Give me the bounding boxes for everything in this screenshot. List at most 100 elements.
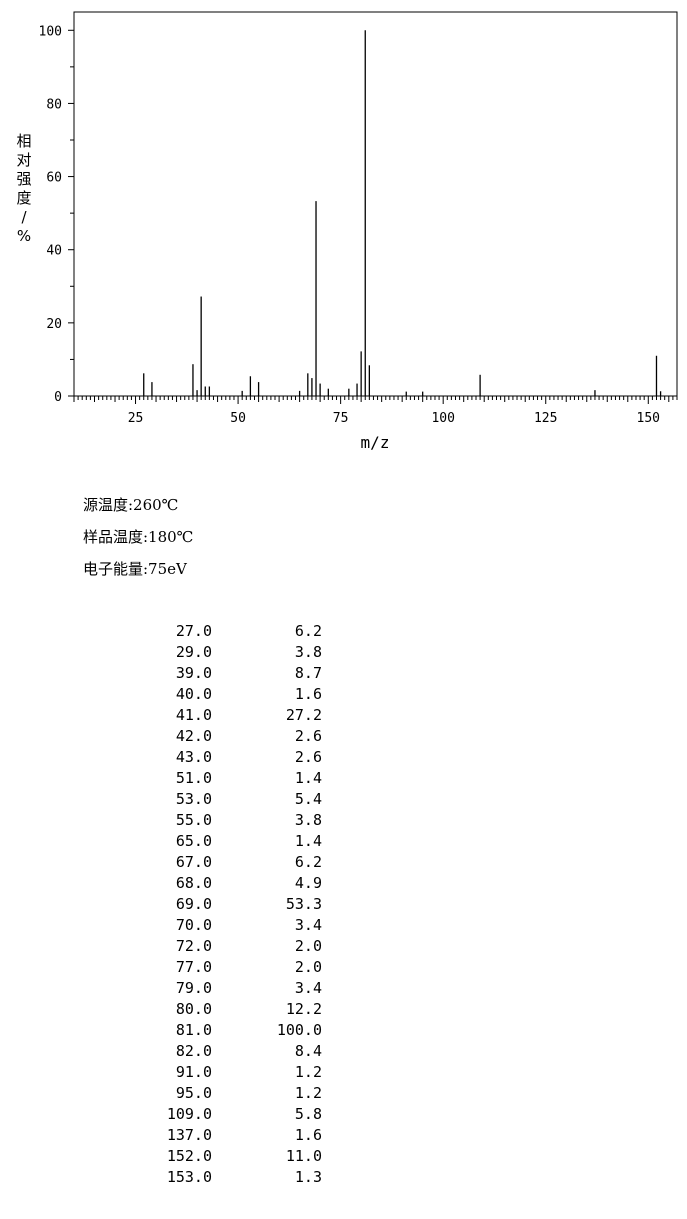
electron-energy: 电子能量:75eV	[83, 560, 187, 578]
intensity-cell: 1.4	[294, 832, 322, 850]
y-tick-label: 0	[54, 390, 62, 405]
source-temperature: 源温度:260℃	[83, 496, 179, 514]
intensity-cell: 6.2	[294, 622, 322, 640]
mz-cell: 68.0	[175, 874, 212, 892]
intensity-cell: 2.0	[294, 937, 322, 955]
x-axis: 25 50 75 100 125 150	[73, 396, 678, 426]
x-axis-label: m/z	[361, 433, 390, 452]
mz-cell: 43.0	[175, 748, 212, 766]
y-axis: 0 20 40 60 80 100	[39, 24, 74, 405]
plot-frame	[73, 11, 678, 397]
mz-cell: 39.0	[175, 664, 212, 682]
intensity-cell: 3.8	[294, 643, 322, 661]
sample-temperature: 样品温度:180℃	[83, 528, 194, 546]
y-axis-label-char: %	[17, 227, 31, 245]
intensity-cell: 3.8	[294, 811, 322, 829]
table-row: 152.0 11.0	[150, 1146, 322, 1167]
table-row: 82.0 8.4	[150, 1041, 322, 1062]
table-row: 68.0 4.9	[150, 873, 322, 894]
mz-cell: 109.0	[166, 1105, 212, 1123]
mz-cell: 153.0	[166, 1168, 212, 1186]
intensity-cell: 1.2	[294, 1084, 322, 1102]
y-tick-label: 60	[46, 171, 62, 186]
table-row: 27.0 6.2	[150, 621, 322, 642]
table-row: 65.0 1.4	[150, 831, 322, 852]
y-axis-label-char: 对	[16, 151, 31, 169]
mz-cell: 40.0	[175, 685, 212, 703]
table-row: 29.0 3.8	[150, 642, 322, 663]
y-axis-label-char: 相	[16, 132, 31, 150]
x-tick-label: 25	[128, 411, 144, 426]
y-tick-label: 40	[46, 244, 62, 259]
mz-cell: 152.0	[166, 1147, 212, 1165]
mz-cell: 70.0	[175, 916, 212, 934]
table-row: 95.0 1.2	[150, 1083, 322, 1104]
mz-cell: 91.0	[175, 1063, 212, 1081]
mz-cell: 95.0	[175, 1084, 212, 1102]
table-row: 80.0 12.2	[150, 999, 322, 1020]
table-row: 51.0 1.4	[150, 768, 322, 789]
table-row: 40.0 1.6	[150, 684, 322, 705]
x-tick-label: 150	[637, 411, 660, 426]
mass-spectrum-chart: 0 20 40 60 80 100 25 50 75 100 125 150 相对强度/% m/z	[16, 11, 678, 452]
intensity-cell: 3.4	[294, 916, 322, 934]
intensity-cell: 1.6	[294, 1126, 322, 1144]
intensity-cell: 12.2	[285, 1000, 322, 1018]
table-row: 72.0 2.0	[150, 936, 322, 957]
x-tick-label: 50	[230, 411, 246, 426]
intensity-cell: 1.4	[294, 769, 322, 787]
mz-cell: 137.0	[166, 1126, 212, 1144]
intensity-cell: 5.8	[294, 1105, 322, 1123]
table-row: 109.0 5.8	[150, 1104, 322, 1125]
table-row: 77.0 2.0	[150, 957, 322, 978]
table-row: 91.0 1.2	[150, 1062, 322, 1083]
peak-table: 27.0 6.2 29.0 3.8 39.0 8.7 40.0 1.6 41.0 27.2 42.0…	[150, 621, 322, 1188]
y-tick-label: 80	[46, 97, 62, 112]
intensity-cell: 100.0	[276, 1021, 322, 1039]
intensity-cell: 53.3	[285, 895, 322, 913]
mz-cell: 67.0	[175, 853, 212, 871]
mz-cell: 82.0	[175, 1042, 212, 1060]
mz-cell: 55.0	[175, 811, 212, 829]
table-row: 137.0 1.6	[150, 1125, 322, 1146]
table-row: 81.0 100.0	[150, 1020, 322, 1041]
intensity-cell: 1.3	[294, 1168, 322, 1186]
y-axis-label: 相对强度/%	[16, 132, 31, 245]
intensity-cell: 2.6	[294, 727, 322, 745]
intensity-cell: 27.2	[285, 706, 322, 724]
table-row: 41.0 27.2	[150, 705, 322, 726]
intensity-cell: 8.7	[294, 664, 322, 682]
intensity-cell: 1.2	[294, 1063, 322, 1081]
mz-cell: 27.0	[175, 622, 212, 640]
mz-cell: 29.0	[175, 643, 212, 661]
table-row: 79.0 3.4	[150, 978, 322, 999]
x-tick-label: 100	[431, 411, 454, 426]
table-row: 42.0 2.6	[150, 726, 322, 747]
mz-cell: 79.0	[175, 979, 212, 997]
y-axis-label-char: 强	[16, 170, 31, 188]
x-tick-label: 75	[333, 411, 349, 426]
table-row: 70.0 3.4	[150, 915, 322, 936]
mz-cell: 42.0	[175, 727, 212, 745]
y-tick-label: 20	[46, 317, 62, 332]
mz-cell: 81.0	[175, 1021, 212, 1039]
intensity-cell: 4.9	[294, 874, 322, 892]
intensity-cell: 1.6	[294, 685, 322, 703]
table-row: 53.0 5.4	[150, 789, 322, 810]
y-axis-label-char: 度	[16, 189, 31, 207]
y-axis-label-char: /	[21, 208, 27, 226]
intensity-cell: 6.2	[294, 853, 322, 871]
table-row: 43.0 2.6	[150, 747, 322, 768]
table-row: 69.0 53.3	[150, 894, 322, 915]
table-row: 153.0 1.3	[150, 1167, 322, 1188]
mz-cell: 51.0	[175, 769, 212, 787]
table-row: 39.0 8.7	[150, 663, 322, 684]
intensity-cell: 11.0	[285, 1147, 322, 1165]
table-row: 67.0 6.2	[150, 852, 322, 873]
mz-cell: 77.0	[175, 958, 212, 976]
intensity-cell: 2.0	[294, 958, 322, 976]
y-tick-label: 100	[39, 24, 62, 39]
peak-bars	[143, 30, 662, 396]
intensity-cell: 2.6	[294, 748, 322, 766]
mz-cell: 72.0	[175, 937, 212, 955]
